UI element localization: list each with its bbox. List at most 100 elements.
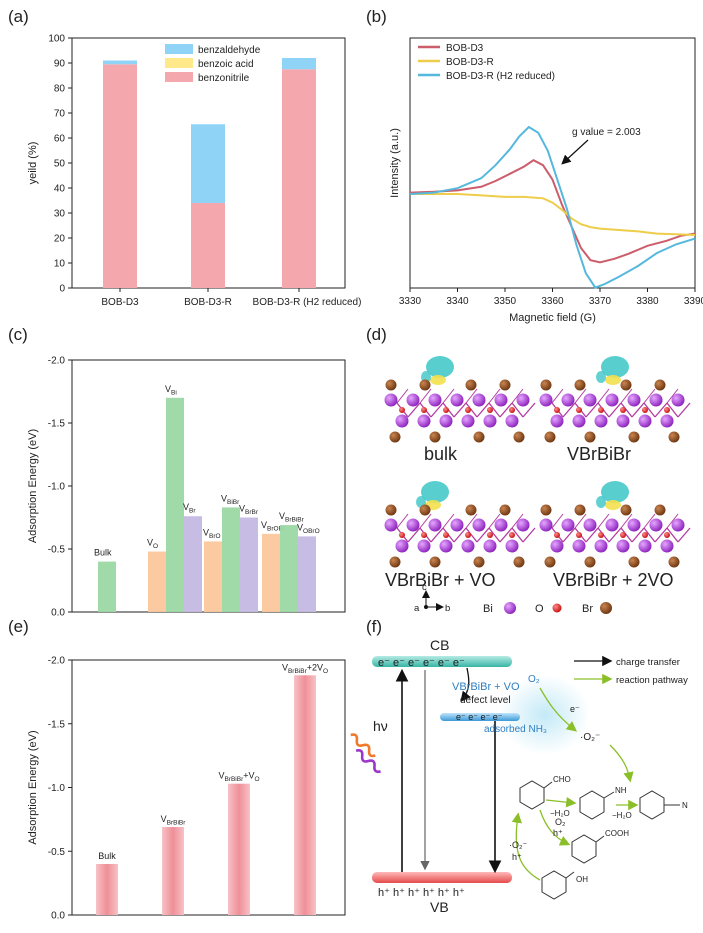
bond <box>465 513 478 529</box>
defect-title: VBrBiBr + VO <box>452 681 520 693</box>
atom-bi-lower <box>461 414 475 428</box>
bond <box>476 527 490 543</box>
atom-bi <box>539 393 553 407</box>
n-label: N <box>682 801 688 810</box>
annotation-g-value: g value = 2.003 <box>572 127 641 138</box>
atom-bi-lower <box>572 539 586 553</box>
bar-label-c: VBiBr <box>221 493 240 506</box>
xtick-label-b: 3390 <box>684 296 703 307</box>
legend-label-a-2: benzaldehyde <box>198 45 261 56</box>
atom-br <box>620 379 632 391</box>
bond <box>574 513 587 529</box>
atom-o <box>509 532 515 538</box>
ytick-label-c: -2.0 <box>48 356 66 367</box>
atom-br-bottom <box>429 431 441 443</box>
atom-bi <box>605 393 619 407</box>
atom-bi-lower <box>395 414 409 428</box>
bar-a-2 <box>282 58 316 70</box>
atom-br-bottom <box>389 556 401 568</box>
structure-cell-3 <box>539 481 691 568</box>
panel-label-b: (b) <box>366 7 387 26</box>
oh-label: OH <box>576 875 588 884</box>
bar-e-1 <box>162 827 184 915</box>
ytick-label-a: 40 <box>54 184 66 195</box>
chart-a: 0 10 20 30 40 50 60 70 80 90 100 yeild (%) BOB-D3 BOB… <box>27 34 361 309</box>
bond <box>585 527 599 543</box>
bond <box>666 527 679 543</box>
bond <box>522 402 536 418</box>
ytick-label-a: 100 <box>48 34 65 45</box>
atom-br-bottom <box>473 556 485 568</box>
charge-density-cloud <box>601 481 629 503</box>
hplus-2-label: h⁺ <box>512 852 522 862</box>
bar-label-e-1: VBrBiBr <box>161 814 187 827</box>
atom-br-bottom <box>668 556 680 568</box>
atom-o <box>598 532 604 538</box>
bond <box>488 388 501 404</box>
nh-label: NH <box>615 786 627 795</box>
bar-c-2-1 <box>222 507 240 612</box>
atom-bi <box>627 518 641 532</box>
atom-br-bottom <box>668 431 680 443</box>
o2-reduction-arrow <box>539 687 578 732</box>
ytick-label-e: -0.5 <box>48 847 66 858</box>
atom-br <box>385 379 397 391</box>
bond <box>620 402 633 418</box>
cho-label: CHO <box>553 775 571 784</box>
bond <box>499 402 513 418</box>
bond <box>453 402 467 418</box>
ytick-label-e: 0.0 <box>51 911 65 922</box>
structure-cell-2 <box>384 481 536 568</box>
atom-o <box>642 407 648 413</box>
series-line-b-1 <box>410 193 696 236</box>
benzonitrile-molecule: N <box>639 790 688 820</box>
bond <box>419 388 432 404</box>
atom-br <box>465 379 477 391</box>
atom-bi-lower <box>417 539 431 553</box>
atom-bi-lower <box>572 414 586 428</box>
atom-bi-lower <box>439 539 453 553</box>
atom-o <box>443 407 449 413</box>
atom-bi-lower <box>594 539 608 553</box>
legend-bi-label: Bi <box>483 603 493 615</box>
ytick-label-c: 0.0 <box>51 608 65 619</box>
bond <box>465 527 478 543</box>
bond <box>654 402 668 418</box>
o2-hplus-o2: O₂ <box>555 817 566 827</box>
bar-c-1-0 <box>148 551 166 612</box>
atom-bi <box>494 393 508 407</box>
bond <box>574 388 587 404</box>
bond <box>453 527 467 543</box>
atom-br <box>419 504 431 516</box>
bond <box>620 388 633 404</box>
xtick-label-b: 3340 <box>446 296 469 307</box>
bond <box>597 513 610 529</box>
atom-br <box>574 379 586 391</box>
bar-label-c: VBrO <box>203 527 221 540</box>
atom-br-bottom <box>628 431 640 443</box>
atom-bi-lower <box>417 414 431 428</box>
bond <box>562 402 576 418</box>
structure-label-vbrbibr-vo: VBrBiBr + VO <box>385 570 496 590</box>
atom-bi <box>384 518 398 532</box>
chart-b: 3330 3340 3350 3360 3370 3380 3390 Magnetic fie… <box>389 37 703 324</box>
atom-br <box>574 504 586 516</box>
atom-bi-lower <box>439 414 453 428</box>
atom-bi <box>671 393 685 407</box>
minus-h2o-1: −H₂O <box>550 809 570 818</box>
legend-reaction-label: reaction pathway <box>616 675 688 686</box>
bond <box>499 527 513 543</box>
structure-cell-1 <box>539 356 691 443</box>
atom-o <box>509 407 515 413</box>
ytick-label-a: 0 <box>59 284 65 295</box>
ytick-label-a: 20 <box>54 234 66 245</box>
bond <box>643 388 656 404</box>
atom-br-bottom <box>513 431 525 443</box>
atom-bi-lower <box>483 414 497 428</box>
atom-bi-lower <box>638 414 652 428</box>
atom-br <box>499 504 511 516</box>
atom-o <box>620 532 626 538</box>
atom-bi-lower <box>550 414 564 428</box>
annotation-arrow <box>561 139 589 165</box>
